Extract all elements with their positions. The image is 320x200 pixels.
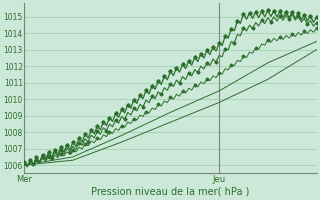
X-axis label: Pression niveau de la mer( hPa ): Pression niveau de la mer( hPa )	[91, 187, 250, 197]
